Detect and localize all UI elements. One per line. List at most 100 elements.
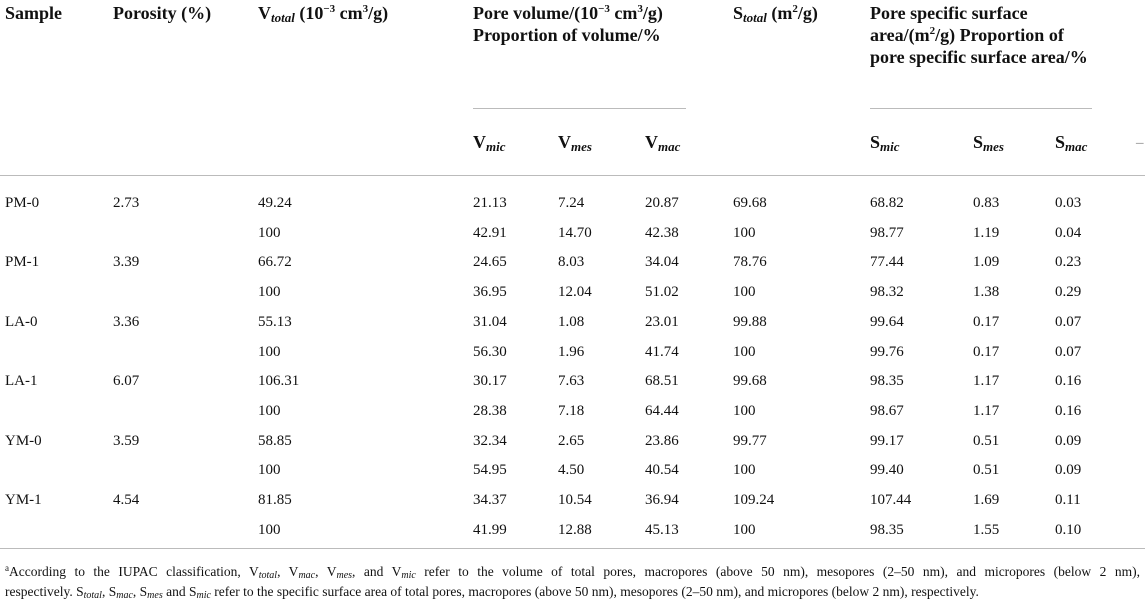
table-cell: 0.09 [1055, 432, 1082, 449]
table-cell: 0.17 [973, 343, 1000, 360]
table-cell: LA-1 [5, 373, 38, 390]
table-cell: 56.30 [473, 343, 507, 360]
table-cell: 23.86 [645, 432, 679, 449]
table-cell: 34.37 [473, 492, 507, 508]
table-cell: 99.77 [733, 432, 767, 449]
table-cell: 3.36 [113, 313, 140, 330]
table-cell: 100 [733, 224, 756, 241]
table-cell: 100 [733, 343, 756, 360]
table-cell: 30.17 [473, 373, 507, 390]
table-cell: YM-0 [5, 432, 42, 449]
table-cell: 100 [733, 402, 756, 419]
table-cell: 0.29 [1055, 284, 1082, 301]
table-cell: 23.01 [645, 313, 679, 330]
header-cell: Porosity (%) [113, 3, 212, 23]
header-mark: – [1136, 135, 1144, 151]
footnote-line: respectively. Stotal, Smac, Smes and Smi… [5, 584, 979, 601]
header-cell: Vmic [473, 132, 506, 154]
table-cell: 54.95 [473, 462, 507, 479]
table-cell: 99.76 [870, 343, 904, 360]
table-cell: 0.16 [1055, 402, 1082, 419]
table-cell: 45.13 [645, 521, 679, 538]
table-cell: 1.38 [973, 284, 1000, 301]
table-cell: 28.38 [473, 402, 507, 419]
table-cell: 77.44 [870, 254, 904, 271]
group-rule [473, 108, 686, 109]
header-cell: Pore specific surface area/(m2/g) Propor… [870, 3, 1088, 67]
footnote-line: aAccording to the IUPAC classification, … [5, 563, 1140, 581]
table-cell: 0.16 [1055, 373, 1082, 390]
table-cell: 0.11 [1055, 492, 1081, 508]
table-cell: 100 [258, 224, 281, 241]
table-cell: 78.76 [733, 254, 767, 271]
table-cell: 1.55 [973, 521, 1000, 538]
table-cell: PM-0 [5, 195, 40, 211]
table-cell: 109.24 [733, 492, 775, 508]
group-rule [870, 108, 1092, 109]
table-cell: 41.99 [473, 521, 507, 538]
table-cell: 1.17 [973, 402, 1000, 419]
table-cell: 8.03 [558, 254, 585, 271]
table-cell: 41.74 [645, 343, 679, 360]
table-cell: 24.65 [473, 254, 507, 271]
table-cell: 6.07 [113, 373, 140, 390]
table-cell: 7.63 [558, 373, 585, 390]
table-cell: 100 [733, 284, 756, 301]
table-cell: 0.51 [973, 462, 1000, 479]
table-cell: 0.09 [1055, 462, 1082, 479]
table-cell: 66.72 [258, 254, 292, 271]
table-cell: 32.34 [473, 432, 507, 449]
table-cell: 0.10 [1055, 521, 1082, 538]
header-cell: Vmac [645, 132, 681, 154]
table-cell: 99.68 [733, 373, 767, 390]
header-cell: Vmes [558, 132, 592, 154]
table-cell: 4.50 [558, 462, 585, 479]
table-cell: 100 [258, 521, 281, 538]
table-cell: 0.17 [973, 313, 1000, 330]
table-cell: 14.70 [558, 224, 592, 241]
table-cell: 42.91 [473, 224, 507, 241]
table-cell: 100 [258, 284, 281, 301]
table-cell: 100 [733, 521, 756, 538]
table-cell: 1.09 [973, 254, 1000, 271]
table-cell: 68.51 [645, 373, 679, 390]
table-cell: 98.32 [870, 284, 904, 301]
table-cell: 99.17 [870, 432, 904, 449]
table-cell: 100 [258, 462, 281, 479]
table-cell: 100 [733, 462, 756, 479]
table-cell: 12.04 [558, 284, 592, 301]
table-cell: 36.95 [473, 284, 507, 301]
table-cell: 36.94 [645, 492, 679, 508]
bottom-rule [0, 548, 1145, 549]
table-cell: 12.88 [558, 521, 592, 538]
table-cell: 0.03 [1055, 195, 1082, 211]
table-cell: 99.40 [870, 462, 904, 479]
table-cell: 81.85 [258, 492, 292, 508]
table-cell: PM-1 [5, 254, 40, 271]
header-cell: Pore volume/(10−3 cm3/g) Proportion of vo… [473, 3, 663, 45]
table-cell: 1.19 [973, 224, 1000, 241]
header-cell: Sample [5, 3, 63, 23]
header-cell: Smes [973, 132, 1004, 154]
table-cell: 99.64 [870, 313, 904, 330]
table-cell: 2.65 [558, 432, 585, 449]
table-cell: 7.18 [558, 402, 585, 419]
table-cell: 0.07 [1055, 343, 1082, 360]
table-cell: 1.69 [973, 492, 1000, 508]
table-cell: 34.04 [645, 254, 679, 271]
table-cell: 42.38 [645, 224, 679, 241]
table-cell: 98.77 [870, 224, 904, 241]
table-cell: 107.44 [870, 492, 912, 508]
table-cell: 1.08 [558, 313, 585, 330]
header-cell: Smac [1055, 132, 1088, 154]
table-cell: 64.44 [645, 402, 679, 419]
table-cell: 3.39 [113, 254, 140, 271]
table-cell: 68.82 [870, 195, 904, 211]
table-cell: 55.13 [258, 313, 292, 330]
table-cell: 21.13 [473, 195, 507, 211]
table-cell: 100 [258, 402, 281, 419]
table-cell: 10.54 [558, 492, 592, 508]
table-cell: 2.73 [113, 195, 140, 211]
table-cell: YM-1 [5, 492, 42, 508]
